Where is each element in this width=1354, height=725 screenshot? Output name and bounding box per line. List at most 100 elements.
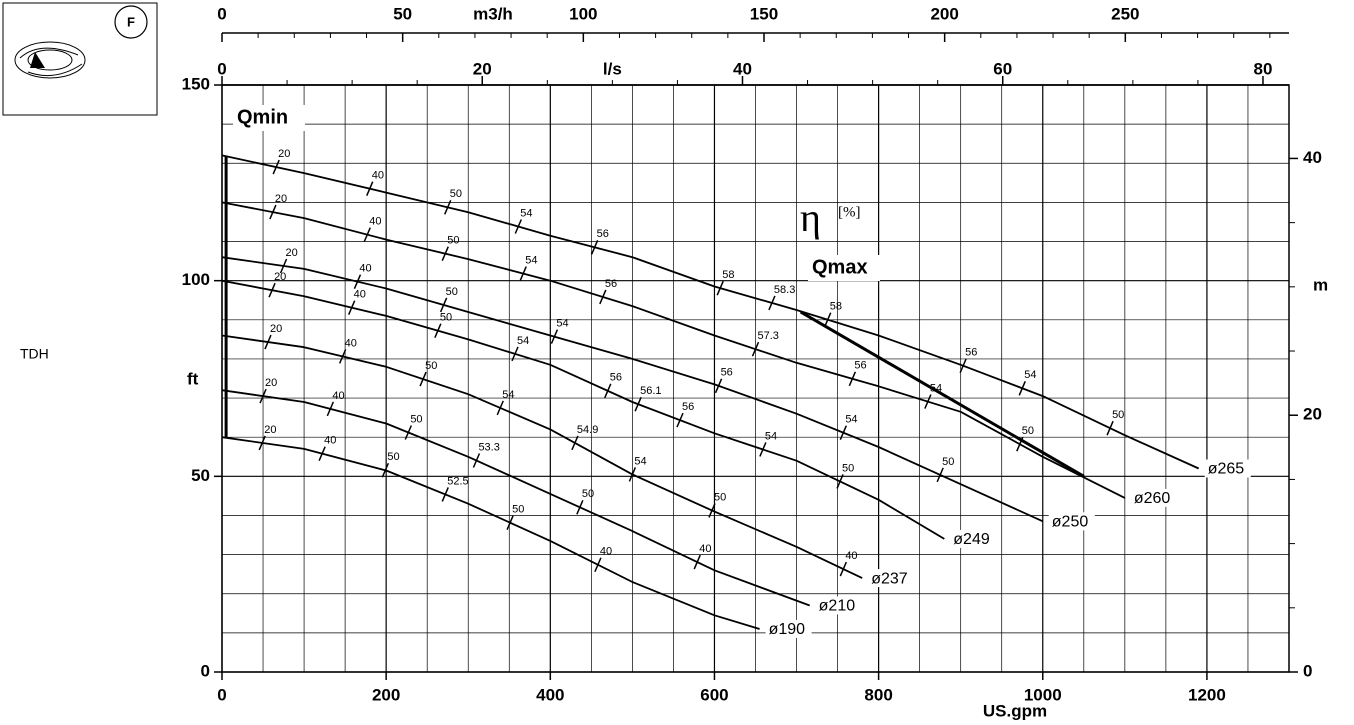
curve-name-bg	[1204, 459, 1251, 478]
efficiency-label: 50	[410, 413, 422, 425]
efficiency-tick	[259, 388, 267, 404]
curve-name-bg	[815, 596, 862, 615]
curve-name: ø237	[871, 570, 908, 587]
efficiency-label: 56.1	[640, 385, 661, 397]
efficiency-tick	[716, 280, 724, 296]
efficiency-tick	[676, 412, 684, 428]
x-tick-label: 0	[217, 685, 226, 704]
efficiency-label: 50	[387, 451, 399, 463]
efficiency-tick	[441, 246, 449, 261]
efficiency-tick	[714, 378, 723, 394]
curve-name-bg	[868, 569, 915, 588]
efficiency-tick	[768, 295, 776, 311]
efficiency-tick	[839, 561, 848, 577]
efficiency-tick	[353, 274, 362, 289]
efficiency-label: 50	[942, 456, 954, 468]
curve-name: ø265	[1208, 461, 1245, 478]
efficiency-tick	[419, 371, 427, 387]
x-tick-label: 1000	[1024, 685, 1062, 704]
efficiency-label: 58.3	[774, 284, 795, 296]
qmin-label-bg	[233, 105, 305, 131]
efficiency-label: 20	[264, 424, 276, 436]
x-tick-label: 200	[372, 685, 400, 704]
efficiency-label: 20	[275, 193, 287, 205]
efficiency-tick	[959, 358, 967, 374]
efficiency-tick	[269, 204, 277, 220]
efficiency-tick	[634, 396, 642, 412]
efficiency-label: 50	[1112, 409, 1124, 421]
curve-name: ø210	[819, 598, 856, 615]
efficiency-label: 50	[842, 462, 854, 474]
efficiency-tick	[824, 312, 832, 327]
y-tick-label: 50	[191, 466, 210, 485]
efficiency-label: 56	[721, 367, 733, 379]
efficiency-tick	[318, 446, 326, 461]
efficiency-tick	[439, 297, 448, 313]
efficiency-tick	[708, 503, 716, 518]
efficiency-symbol: η	[800, 195, 821, 240]
efficiency-label: 56	[854, 360, 866, 372]
top-tick-label: 60	[993, 59, 1012, 78]
x-tick-label: 800	[864, 685, 892, 704]
efficiency-tick	[506, 515, 514, 530]
efficiency-tick	[576, 500, 584, 515]
efficiency-tick	[338, 349, 347, 364]
efficiency-tick	[693, 554, 701, 570]
efficiency-label: 40	[324, 435, 336, 447]
efficiency-label: 50	[714, 491, 726, 503]
y-tick-label: 0	[201, 661, 210, 680]
efficiency-label: 40	[845, 550, 857, 562]
curve	[221, 436, 760, 630]
efficiency-tick	[571, 435, 579, 451]
curve-name: ø190	[769, 621, 806, 638]
top-axis-title: l/s	[603, 59, 622, 78]
x-tick-label: 400	[536, 685, 564, 704]
efficiency-tick	[836, 474, 844, 489]
x-axis-label: US.gpm	[983, 701, 1047, 720]
efficiency-label: 50	[450, 188, 462, 200]
efficiency-tick	[268, 282, 276, 298]
efficiency-label: 54.9	[577, 424, 598, 436]
efficiency-label: 40	[699, 543, 711, 555]
side-label: TDH	[20, 346, 49, 362]
efficiency-label: 40	[354, 289, 366, 301]
efficiency-label: 54	[556, 318, 568, 330]
curve-name-bg	[950, 529, 997, 548]
efficiency-label: 20	[265, 377, 277, 389]
curve-name: ø249	[953, 531, 990, 548]
efficiency-label: 40	[332, 390, 344, 402]
efficiency-label: 54	[634, 455, 646, 467]
icon-label: F	[127, 14, 135, 29]
top-tick-label: 200	[930, 4, 958, 23]
efficiency-label: 40	[600, 546, 612, 558]
efficiency-label: 54	[517, 335, 529, 347]
y2-axis-label: m	[1313, 275, 1328, 294]
x-tick-label: 1200	[1188, 685, 1226, 704]
efficiency-label: 50	[512, 504, 524, 516]
qmin-label: Qmin	[237, 106, 288, 128]
efficiency-tick	[1018, 380, 1026, 396]
top-tick-label: 20	[473, 59, 492, 78]
efficiency-label: 50	[425, 360, 437, 372]
efficiency-label: 50	[447, 235, 459, 247]
curve-name-bg	[765, 619, 812, 638]
efficiency-label: 50	[446, 286, 458, 298]
curve	[221, 279, 945, 540]
efficiency-tick	[472, 453, 481, 468]
efficiency-tick	[404, 425, 413, 440]
efficiency-tick	[272, 159, 280, 175]
efficiency-tick	[366, 181, 374, 196]
efficiency-tick	[514, 219, 522, 234]
efficiency-label: 40	[369, 216, 381, 228]
efficiency-label: 54	[1024, 369, 1036, 381]
efficiency-tick	[444, 199, 452, 215]
efficiency-label: 50	[582, 488, 594, 500]
efficiency-label: 50	[440, 312, 452, 324]
curve	[221, 389, 811, 607]
efficiency-label: 58	[722, 269, 734, 281]
y2-tick-label: 20	[1303, 405, 1322, 424]
efficiency-tick	[519, 266, 527, 281]
icon: F	[2, 2, 158, 116]
efficiency-label: 20	[286, 247, 298, 259]
